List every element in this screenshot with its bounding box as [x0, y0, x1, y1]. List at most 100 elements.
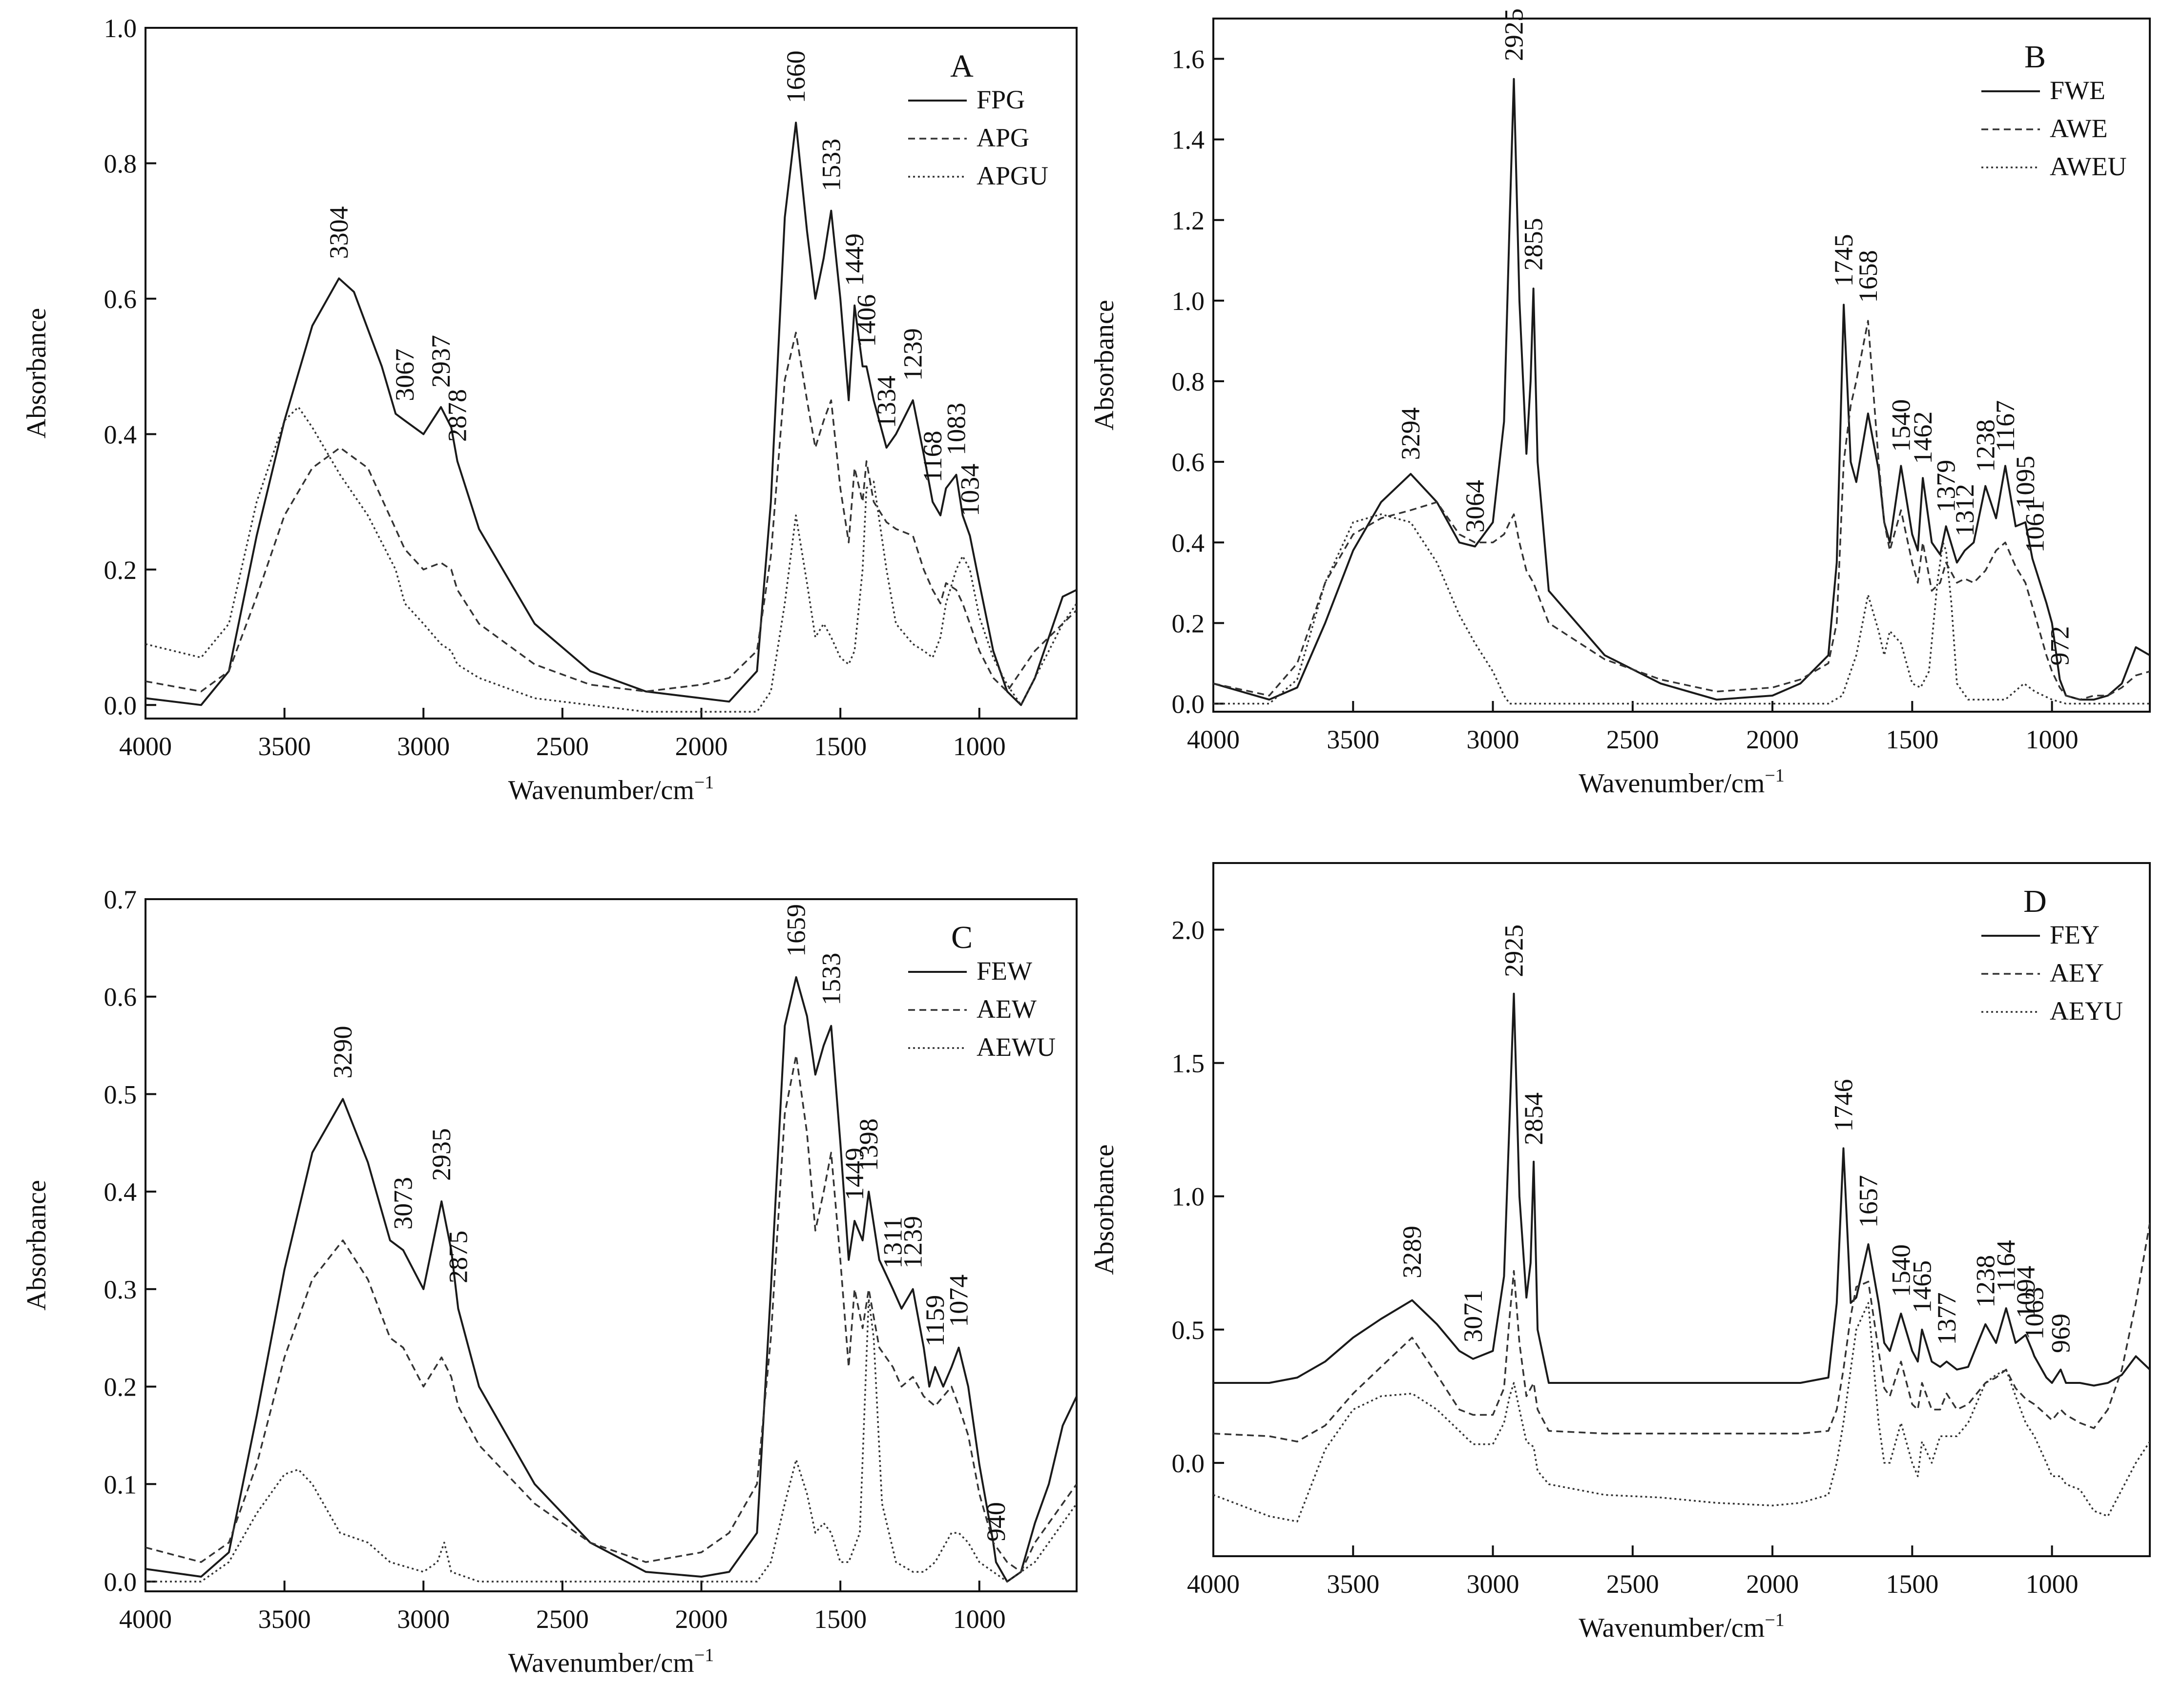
y-tick-label: 0.4: [1172, 528, 1205, 557]
x-tick-label: 3000: [1467, 725, 1519, 754]
y-axis-label: Absorbance: [1089, 300, 1120, 430]
series-line-aew: [146, 1054, 1077, 1573]
peak-label: 1533: [816, 139, 846, 191]
x-tick-label: 4000: [1187, 1569, 1240, 1599]
panel-c: 4000 3500 3000 2500 2000 1500 1000 0.0 0.1 0.2 0.3…: [21, 885, 1078, 1678]
peak-label: 1746: [1829, 1079, 1858, 1132]
y-tick-label: 0.0: [1172, 1449, 1205, 1478]
x-tick-label: 1000: [953, 1605, 1006, 1634]
peak-label: 1083: [942, 403, 971, 455]
peak-label: 1659: [782, 904, 811, 957]
peak-label: 1167: [1991, 400, 2020, 452]
series-line-fpg: [146, 122, 1077, 706]
peak-label: 1168: [918, 431, 947, 482]
peak-label: 3290: [328, 1026, 357, 1078]
series-line-few: [146, 976, 1077, 1583]
y-tick-label: 1.4: [1172, 125, 1205, 155]
y-tick-label: 0.3: [104, 1275, 137, 1304]
peak-label: 1379: [1932, 460, 1961, 513]
x-tick-label: 1000: [953, 732, 1006, 761]
peak-label: 972: [2045, 626, 2075, 665]
panel-c-frame: [145, 898, 1078, 1592]
legend-label-aewu: AEWU: [977, 1032, 1056, 1062]
peak-label: 3294: [1396, 407, 1425, 460]
y-tick-label: 2.0: [1172, 916, 1205, 945]
y-tick-label: 0.8: [1172, 367, 1205, 396]
legend-label-awe: AWE: [2050, 114, 2108, 143]
peak-label: 1239: [898, 328, 928, 381]
peak-label: 1660: [781, 50, 811, 103]
x-tick-label: 4000: [119, 1605, 172, 1634]
peak-label: 1462: [1908, 412, 1937, 464]
peak-label: 1095: [2011, 455, 2040, 508]
y-tick-label: 1.5: [1172, 1049, 1205, 1078]
peak-label: 1657: [1853, 1175, 1883, 1228]
peak-label: 2925: [1499, 8, 1528, 61]
peak-label: 1540: [1886, 399, 1915, 452]
x-tick-label: 2500: [1606, 725, 1659, 754]
y-tick-label: 0.0: [104, 1567, 137, 1597]
peak-label: 2878: [443, 389, 472, 442]
x-axis-label: Wavenumber/cm−1: [1579, 765, 1785, 799]
legend-label-aeyu: AEYU: [2050, 996, 2123, 1026]
peak-label: 3067: [390, 349, 419, 401]
x-tick-label: 4000: [119, 732, 172, 761]
y-tick-label: 0.2: [104, 556, 137, 585]
legend-label-few: FEW: [977, 956, 1032, 986]
y-tick-label: 0.4: [104, 420, 137, 449]
legend-label-apgu: APGU: [977, 161, 1048, 190]
peak-label: 1745: [1829, 234, 1858, 287]
x-tick-label: 3500: [1327, 1569, 1379, 1599]
peak-label: 1164: [1992, 1240, 2021, 1292]
panel-a-frame: [145, 27, 1078, 720]
panel-letter: D: [2023, 884, 2047, 919]
peak-label: 2875: [443, 1231, 473, 1283]
y-tick-label: 0.7: [104, 885, 137, 914]
x-tick-label: 1500: [1886, 725, 1938, 754]
legend-label-aey: AEY: [2050, 958, 2104, 988]
x-tick-label: 2000: [675, 732, 728, 761]
peak-label: 1540: [1886, 1244, 1915, 1297]
peak-label: 1061: [2020, 500, 2050, 553]
peak-label: 3064: [1460, 480, 1490, 533]
x-tick-label: 1500: [814, 1605, 867, 1634]
y-tick-label: 0.4: [104, 1177, 137, 1207]
legend-label-apg: APG: [977, 123, 1029, 152]
y-tick-label: 1.0: [1172, 1182, 1205, 1212]
peak-label: 1377: [1932, 1292, 1961, 1345]
legend-label-aweu: AWEU: [2050, 152, 2127, 181]
peak-label: 1238: [1971, 419, 2000, 472]
y-axis-label: Absorbance: [1089, 1144, 1120, 1275]
series-line-awe: [1213, 320, 2150, 700]
y-tick-label: 0.2: [104, 1373, 137, 1402]
x-tick-label: 3000: [397, 1605, 450, 1634]
panel-letter: A: [950, 48, 974, 84]
y-tick-label: 0.6: [104, 285, 137, 314]
peak-label: 1406: [852, 294, 881, 347]
peak-label: 2925: [1499, 925, 1528, 977]
peak-label: 1074: [944, 1275, 974, 1327]
y-tick-label: 0.2: [1172, 609, 1205, 638]
peak-label: 940: [981, 1502, 1011, 1542]
x-tick-label: 2000: [675, 1605, 728, 1634]
peak-label: 969: [2046, 1314, 2075, 1353]
peak-label: 3073: [389, 1177, 418, 1230]
legend-label-aew: AEW: [977, 994, 1037, 1024]
peak-label: 1398: [854, 1118, 883, 1171]
x-axis-label: Wavenumber/cm−1: [508, 1645, 714, 1678]
peak-label: 1658: [1853, 250, 1883, 303]
x-tick-label: 3000: [1467, 1569, 1519, 1599]
y-tick-label: 1.6: [1172, 45, 1205, 74]
peak-label: 1239: [898, 1216, 928, 1269]
panel-letter: B: [2024, 39, 2046, 75]
y-tick-label: 0.6: [104, 983, 137, 1012]
series-line-aewu: [146, 1298, 1077, 1583]
peak-label: 3071: [1458, 1290, 1488, 1342]
x-tick-label: 4000: [1187, 725, 1240, 754]
series-line-aweu: [1213, 513, 2150, 705]
y-tick-label: 1.0: [104, 14, 137, 43]
y-tick-label: 0.1: [104, 1470, 137, 1499]
x-tick-label: 3500: [258, 1605, 311, 1634]
x-tick-label: 1500: [1886, 1569, 1938, 1599]
y-tick-label: 0.6: [1172, 448, 1205, 477]
